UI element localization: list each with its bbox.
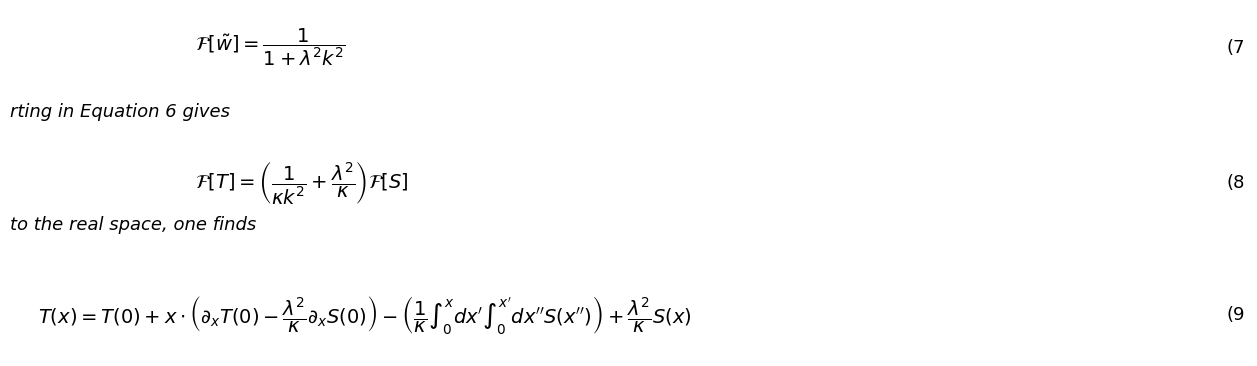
Text: $\mathcal{F}[T] = \left(\dfrac{1}{\kappa k^2} + \dfrac{\lambda^2}{\kappa}\right): $\mathcal{F}[T] = \left(\dfrac{1}{\kappa…	[195, 160, 409, 206]
Text: $T(x) = T(0) + x \cdot \left(\partial_x T(0) - \dfrac{\lambda^2}{\kappa} \partia: $T(x) = T(0) + x \cdot \left(\partial_x …	[38, 294, 691, 336]
Text: (8: (8	[1227, 174, 1246, 192]
Text: to the real space, one finds: to the real space, one finds	[10, 216, 256, 234]
Text: $\mathcal{F}[\tilde{w}] = \dfrac{1}{1 + \lambda^2 k^2}$: $\mathcal{F}[\tilde{w}] = \dfrac{1}{1 + …	[195, 27, 346, 68]
Text: (7: (7	[1227, 38, 1246, 57]
Text: (9: (9	[1227, 306, 1246, 324]
Text: rting in Equation 6 gives: rting in Equation 6 gives	[10, 102, 230, 121]
